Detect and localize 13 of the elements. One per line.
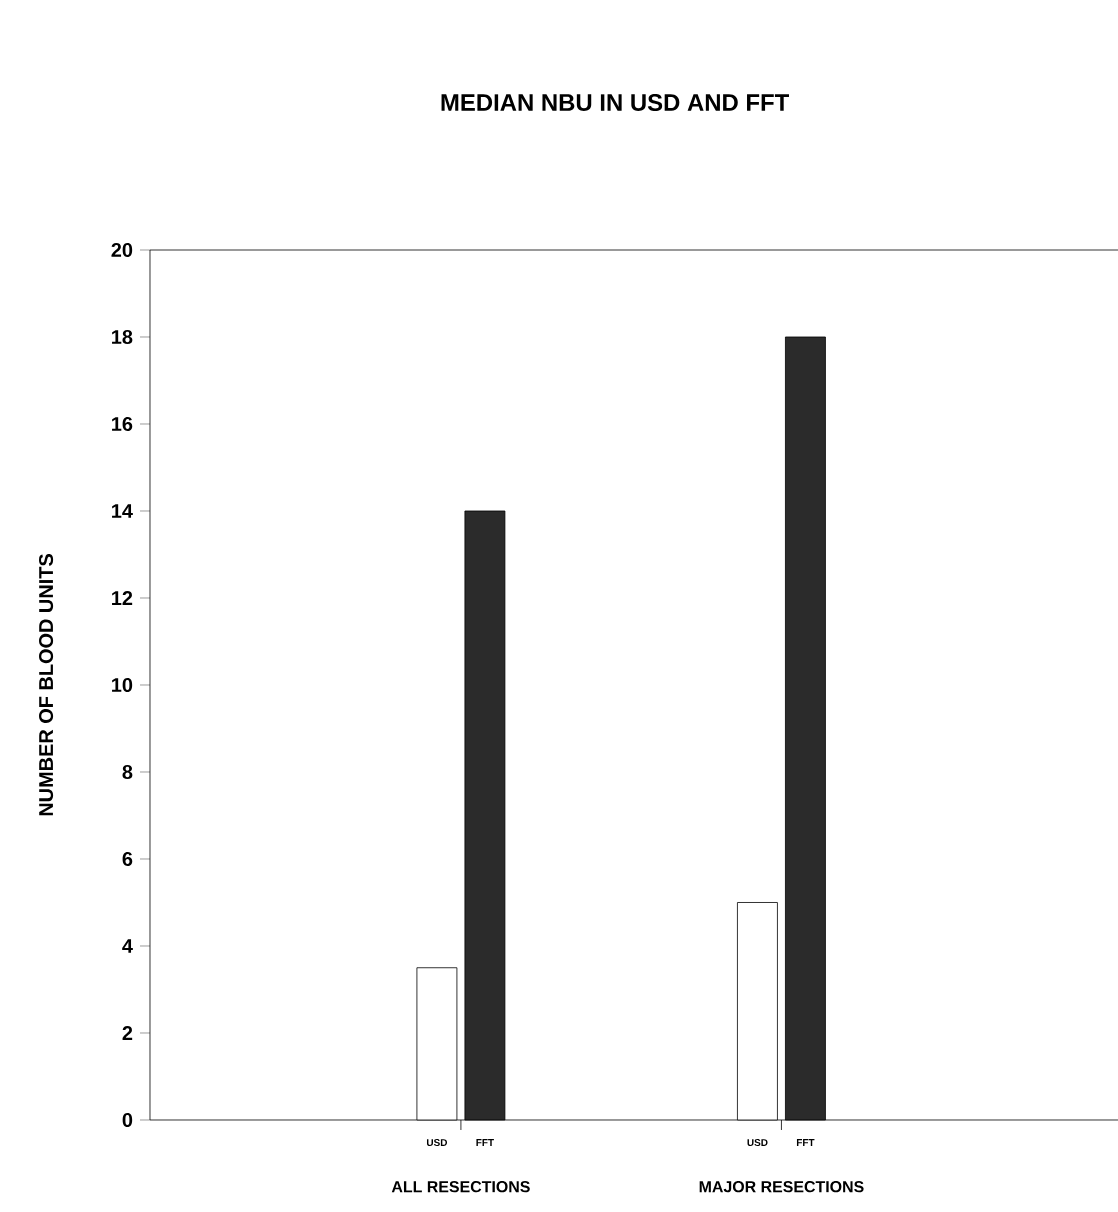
chart-title: MEDIAN NBU IN USD AND FFT xyxy=(441,94,789,111)
y-tick-label: 4 xyxy=(122,939,133,953)
y-tick-label: 12 xyxy=(111,591,132,605)
y-axis-title: NUMBER OF BLOOD UNITS xyxy=(38,554,53,816)
y-tick-label: 20 xyxy=(111,242,132,258)
y-tick-label: 6 xyxy=(122,851,133,867)
y-tick-label: 10 xyxy=(111,677,132,693)
y-tick-label: 0 xyxy=(122,1112,132,1128)
y-tick-label: 14 xyxy=(111,504,133,518)
y-tick-label: 2 xyxy=(122,1026,132,1040)
y-tick-label: 8 xyxy=(122,764,133,780)
y-tick-label: 16 xyxy=(111,416,133,432)
y-tick-label: 18 xyxy=(111,329,133,345)
